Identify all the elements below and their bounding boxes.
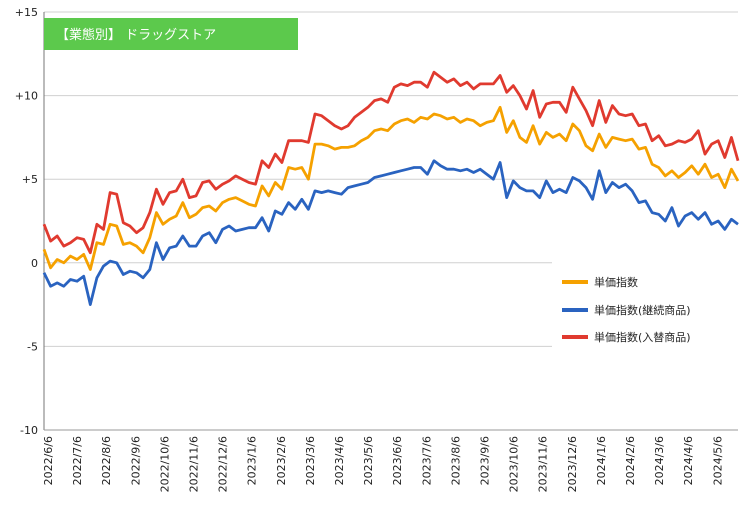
x-axis: 2022/6/6 2022/7/6 2022/8/6 2022/9/6 2022/10/… [42, 436, 724, 492]
gridlines [44, 11, 738, 431]
y-tick-label: +10 [15, 90, 38, 103]
series-line [42, 159, 739, 307]
x-tick-label: 2022/10/6 [158, 436, 171, 492]
x-tick-label: 2022/9/6 [129, 436, 142, 485]
y-tick-label: 0 [31, 257, 38, 270]
x-tick-label: 2023/8/6 [449, 436, 462, 485]
legend-label: 単価指数(入替商品) [594, 330, 691, 344]
x-tick-label: 2022/8/6 [100, 436, 113, 485]
x-tick-label: 2023/1/6 [246, 436, 259, 485]
y-tick-label: -10 [20, 424, 38, 437]
legend-label: 単価指数(継続商品) [594, 303, 691, 317]
series-lines [42, 70, 740, 307]
chart-title-box: 【業態別】 ドラッグストア [44, 18, 298, 50]
x-tick-label: 2024/1/6 [595, 436, 608, 485]
y-tick-label: +15 [15, 6, 38, 19]
y-tick-label: +5 [22, 173, 38, 186]
y-axis: +15 +10 +5 0 -5 -10 [15, 6, 738, 437]
x-tick-label: 2023/5/6 [362, 436, 375, 485]
x-tick-label: 2023/2/6 [275, 436, 288, 485]
x-tick-label: 2023/4/6 [333, 436, 346, 485]
chart-title: 【業態別】 ドラッグストア [56, 27, 216, 43]
x-tick-label: 2024/5/6 [711, 436, 724, 485]
x-tick-label: 2024/4/6 [682, 436, 695, 485]
series-line [42, 105, 740, 271]
chart-title-background [44, 18, 298, 50]
x-tick-label: 2023/10/6 [508, 436, 521, 492]
x-tick-label: 2024/3/6 [653, 436, 666, 485]
x-tick-label: 2023/12/6 [566, 436, 579, 492]
series-line [42, 70, 740, 255]
x-tick-label: 2023/7/6 [420, 436, 433, 485]
x-tick-label: 2023/6/6 [391, 436, 404, 485]
x-tick-label: 2022/6/6 [42, 436, 55, 485]
x-tick-label: 2024/2/6 [624, 436, 637, 485]
x-tick-label: 2023/11/6 [537, 436, 550, 492]
legend-label: 単価指数 [594, 275, 638, 289]
x-tick-label: 2022/7/6 [71, 436, 84, 485]
x-tick-label: 2022/11/6 [188, 436, 201, 492]
x-tick-label: 2022/12/6 [217, 436, 230, 492]
x-tick-label: 2023/3/6 [304, 436, 317, 485]
x-tick-label: 2023/9/6 [479, 436, 492, 485]
y-tick-label: -5 [27, 340, 38, 353]
